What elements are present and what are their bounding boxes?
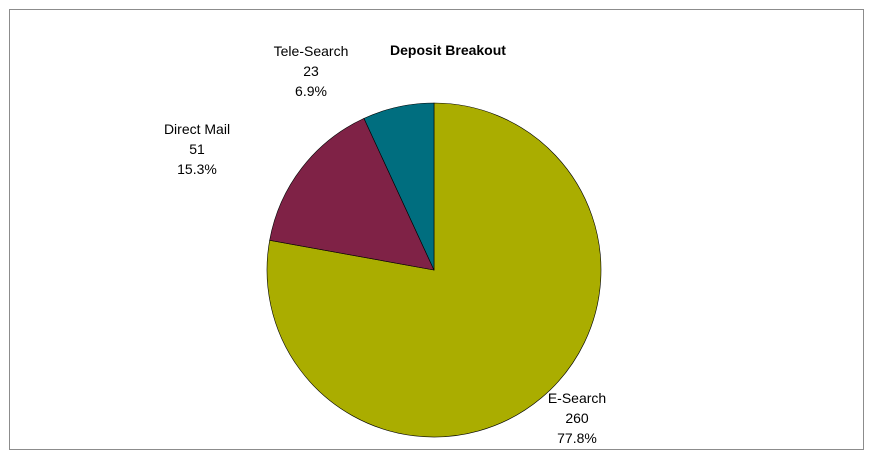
slice-label-e-search: E-Search 260 77.8% <box>548 388 606 448</box>
pie-slice-e-search <box>266 102 602 438</box>
slice-label-percent: 77.8% <box>557 430 597 446</box>
slice-label-percent: 15.3% <box>177 161 217 177</box>
slice-label-direct-mail: Direct Mail 51 15.3% <box>164 119 230 179</box>
pie-slice-direct-mail <box>269 117 435 271</box>
slice-label-name: Direct Mail <box>163 121 231 137</box>
chart-title: Deposit Breakout <box>390 42 506 58</box>
pie-slice-tele-search <box>363 102 435 271</box>
slice-label-name: Tele-Search <box>273 43 349 59</box>
slice-label-value: 260 <box>565 410 589 426</box>
slice-label-value: 51 <box>189 141 205 157</box>
slice-label-percent: 6.9% <box>295 83 327 99</box>
slice-label-value: 23 <box>303 63 319 79</box>
slice-label-name: E-Search <box>547 390 607 406</box>
slice-label-tele-search: Tele-Search 23 6.9% <box>274 41 349 101</box>
